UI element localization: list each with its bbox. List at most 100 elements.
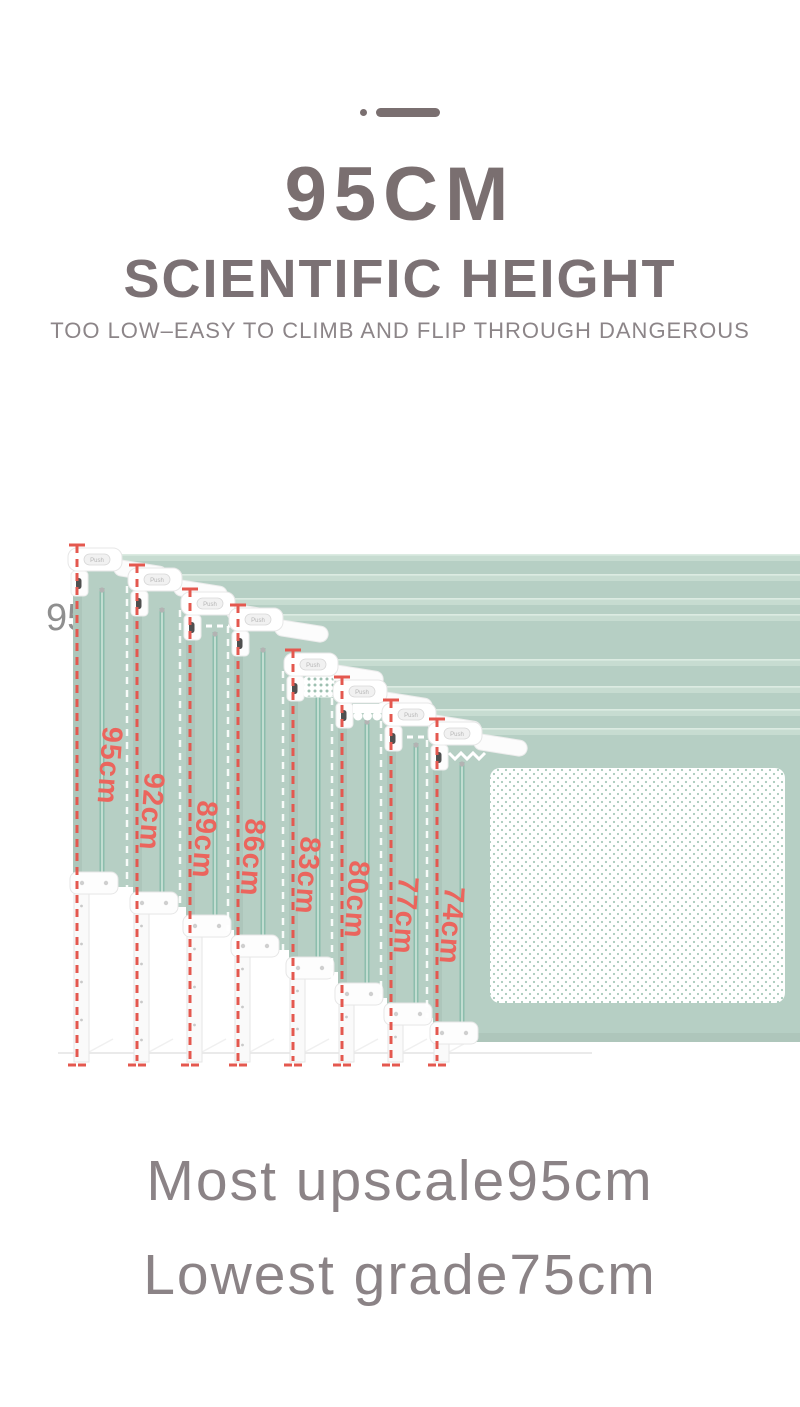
screw-icon	[344, 991, 350, 997]
floor-mark	[201, 1038, 227, 1053]
trim-band	[353, 704, 389, 713]
floor-mark	[249, 1038, 275, 1053]
footer-line-min: Lowest grade75cm	[143, 1243, 657, 1307]
fabric-bottom-shade	[433, 1033, 800, 1042]
screw-icon	[319, 965, 325, 971]
zipper-pull-icon	[99, 587, 105, 593]
fabric-hem	[186, 598, 800, 605]
push-button	[83, 553, 111, 566]
screw-icon	[463, 1030, 469, 1036]
push-button-label: Push	[450, 732, 464, 738]
fabric-hem	[73, 554, 800, 561]
fabric-left-shade	[387, 709, 396, 1018]
floor-mark	[304, 1038, 330, 1053]
push-button-label: Push	[404, 713, 418, 719]
screw-icon	[193, 1023, 196, 1027]
rail-height-label: 92cm	[133, 772, 170, 852]
screw-icon	[79, 880, 85, 886]
push-button	[244, 613, 272, 626]
push-button	[443, 727, 471, 740]
fabric-left-shade	[433, 728, 442, 1042]
screw-icon	[240, 943, 246, 949]
screw-icon	[80, 942, 83, 946]
floor-mark	[148, 1038, 174, 1053]
screw-icon	[241, 967, 244, 971]
screw-icon	[393, 1011, 399, 1017]
trim-zigzag	[447, 750, 487, 762]
fabric-left-shade	[338, 686, 347, 998]
rail-height-label: 95cm	[91, 726, 128, 806]
push-button	[143, 573, 171, 586]
header-decoration	[0, 104, 800, 118]
screw-icon	[439, 1030, 445, 1036]
push-button	[299, 658, 327, 671]
push-button-label: Push	[306, 663, 320, 669]
screw-icon	[103, 880, 109, 886]
screw-icon	[296, 1027, 299, 1031]
page-tagline: TOO LOW–EASY TO CLIMB AND FLIP THROUGH D…	[50, 318, 750, 343]
screw-icon	[80, 1018, 83, 1022]
trim-scallop	[363, 711, 372, 721]
zipper-pull-icon	[459, 761, 465, 767]
screw-icon	[80, 904, 83, 908]
screw-icon	[80, 980, 83, 984]
zipper-pull-icon	[212, 631, 218, 637]
screw-icon	[368, 991, 374, 997]
mesh-window	[490, 768, 785, 1003]
bottom-bracket	[429, 1021, 479, 1045]
push-button-label: Push	[90, 558, 104, 564]
floor-mark	[402, 1038, 428, 1053]
screw-icon	[216, 923, 222, 929]
zipper-pull-icon	[364, 719, 370, 725]
bottom-bracket	[230, 934, 280, 958]
push-button	[348, 685, 376, 698]
fabric-hem	[338, 686, 800, 693]
zipper-pull-icon	[260, 647, 266, 653]
bottom-bracket	[285, 956, 335, 980]
bed-rail-74cm: Push 74cm	[425, 717, 800, 1067]
footer-line-max: Most upscale95cm	[146, 1149, 654, 1213]
rail-height-label: 83cm	[289, 836, 326, 916]
screw-icon	[345, 1015, 348, 1019]
zipper-pull-icon	[413, 742, 419, 748]
push-button-label: Push	[203, 602, 217, 608]
screw-icon	[140, 924, 143, 928]
screw-icon	[140, 1038, 143, 1042]
screw-icon	[192, 923, 198, 929]
screw-icon	[140, 1000, 143, 1004]
fabric-left-shade	[289, 659, 298, 972]
trim-scallop	[372, 711, 382, 721]
push-button-label: Push	[355, 690, 369, 696]
screw-icon	[241, 1005, 244, 1009]
screw-icon	[394, 1035, 397, 1039]
rail-height-label: 74cm	[433, 886, 470, 966]
fabric-hem	[133, 574, 800, 581]
screw-icon	[417, 1011, 423, 1017]
screw-icon	[163, 900, 169, 906]
fabric-left-shade	[234, 614, 243, 950]
rail-height-label: 77cm	[387, 876, 424, 956]
screw-icon	[241, 1043, 244, 1047]
fabric-hem	[433, 728, 800, 735]
page-title: 95CM	[284, 152, 516, 237]
screw-icon	[264, 943, 270, 949]
dash-icon	[376, 107, 440, 117]
floor-mark	[88, 1038, 114, 1053]
trim-scallop	[353, 711, 363, 721]
fabric-hem	[289, 659, 800, 666]
screw-icon	[295, 965, 301, 971]
page-subtitle: SCIENTIFIC HEIGHT	[123, 249, 677, 309]
push-button-label: Push	[251, 618, 265, 624]
screw-icon	[140, 962, 143, 966]
zipper-pull-icon	[159, 607, 165, 613]
bottom-bracket	[334, 982, 384, 1006]
bottom-bracket	[383, 1002, 433, 1026]
screw-icon	[139, 900, 145, 906]
fabric-hem	[387, 709, 800, 716]
height-comparison-diagram: 95Push95cmPush92cmPush89cmPush86cmPush83…	[46, 543, 800, 1067]
rail-height-label: 80cm	[338, 860, 375, 940]
floor-mark	[353, 1038, 379, 1053]
dot-icon	[360, 108, 367, 116]
rail-height-label: 89cm	[186, 800, 223, 880]
